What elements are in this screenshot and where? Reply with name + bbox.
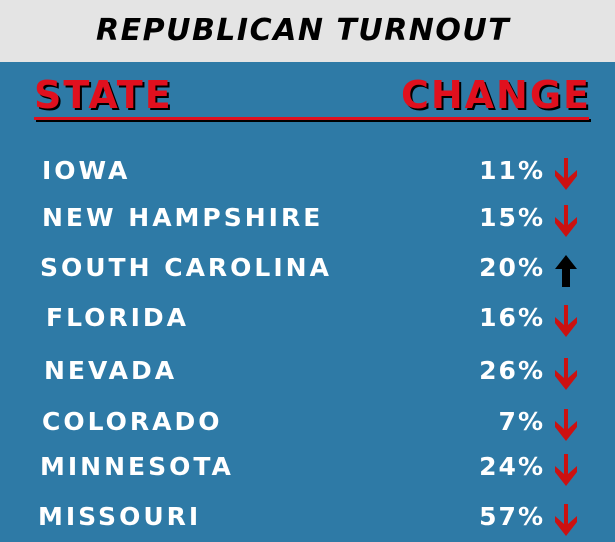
- change-value: 7%: [498, 407, 545, 436]
- table-row: NEW HAMPSHIRE 15%: [0, 203, 615, 243]
- column-header-state: STATE: [34, 73, 173, 117]
- table-row: NEVADA 26%: [0, 356, 615, 396]
- table-row: FLORIDA 16%: [0, 303, 615, 343]
- header-underline: [34, 117, 589, 120]
- state-name: MISSOURI: [38, 502, 202, 531]
- change-value: 20%: [479, 253, 545, 282]
- column-header-change: CHANGE: [400, 73, 591, 117]
- change-value: 57%: [479, 502, 545, 531]
- state-name: NEVADA: [44, 356, 178, 385]
- table-row: COLORADO 7%: [0, 407, 615, 447]
- state-name: SOUTH CAROLINA: [40, 253, 332, 282]
- state-name: COLORADO: [42, 407, 223, 436]
- table-row: SOUTH CAROLINA 20%: [0, 253, 615, 293]
- arrow-up-icon: [555, 255, 577, 287]
- change-value: 15%: [479, 203, 545, 232]
- arrow-down-icon: [555, 358, 577, 390]
- arrow-down-icon: [555, 205, 577, 237]
- state-name: NEW HAMPSHIRE: [42, 203, 324, 232]
- table-row: IOWA 11%: [0, 156, 615, 196]
- table-row: MINNESOTA 24%: [0, 452, 615, 492]
- change-value: 11%: [479, 156, 545, 185]
- page-title: REPUBLICAN TURNOUT: [96, 13, 511, 48]
- change-value: 24%: [479, 452, 545, 481]
- change-value: 16%: [479, 303, 545, 332]
- state-name: MINNESOTA: [40, 452, 234, 481]
- arrow-down-icon: [555, 158, 577, 190]
- arrow-down-icon: [555, 409, 577, 441]
- state-name: IOWA: [42, 156, 131, 185]
- table-row: MISSOURI 57%: [0, 502, 615, 542]
- arrow-down-icon: [555, 454, 577, 486]
- state-name: FLORIDA: [46, 303, 190, 332]
- change-value: 26%: [479, 356, 545, 385]
- arrow-down-icon: [555, 504, 577, 536]
- arrow-down-icon: [555, 305, 577, 337]
- title-bar: REPUBLICAN TURNOUT: [0, 0, 615, 62]
